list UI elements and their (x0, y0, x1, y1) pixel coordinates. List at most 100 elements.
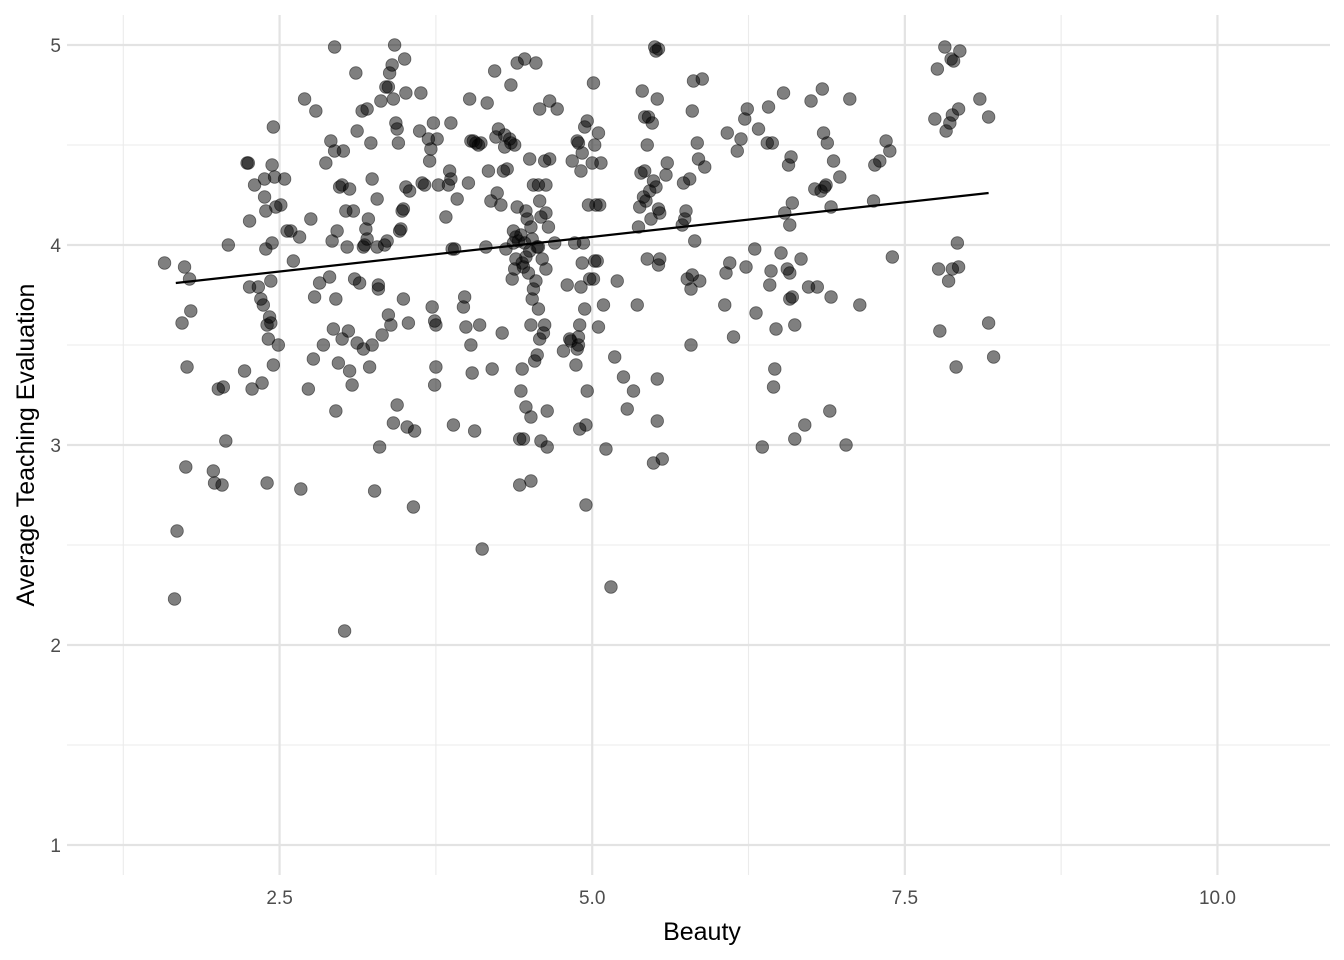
data-point (515, 362, 529, 376)
data-point (465, 366, 479, 380)
data-point (504, 78, 518, 92)
data-point (294, 482, 308, 496)
data-point (396, 202, 411, 216)
data-point (783, 218, 797, 232)
data-point (573, 318, 587, 332)
y-axis-tick-labels: 1 2 3 4 5 (50, 36, 61, 857)
x-tick-label: 10.0 (1199, 888, 1236, 909)
data-point (575, 256, 589, 270)
x-axis-title: Beauty (663, 918, 741, 946)
data-point (326, 322, 341, 336)
data-point (532, 102, 547, 116)
data-point (319, 156, 333, 170)
data-point (245, 382, 259, 396)
data-point (591, 126, 606, 140)
data-point (361, 212, 376, 226)
data-point (396, 292, 411, 306)
data-point (292, 230, 307, 244)
data-point (301, 382, 316, 396)
data-point (529, 274, 543, 288)
data-point (739, 260, 753, 274)
data-point (256, 298, 271, 312)
data-point (462, 92, 477, 106)
x-axis-tick-labels: 2.5 5.0 7.5 10.0 (266, 888, 1236, 909)
data-point (653, 206, 667, 220)
data-point (740, 102, 754, 116)
data-point (761, 100, 776, 114)
data-point (391, 136, 406, 150)
data-point (487, 64, 502, 78)
data-point (650, 92, 664, 106)
data-point (726, 330, 741, 344)
data-point (514, 384, 528, 398)
data-point (479, 240, 493, 254)
data-point (650, 414, 664, 428)
data-point (530, 348, 544, 362)
data-point (386, 92, 401, 106)
data-point (542, 152, 557, 166)
data-point (734, 132, 748, 146)
data-point (785, 196, 799, 210)
data-point (507, 138, 522, 152)
data-point (953, 44, 967, 58)
y-tick-label: 1 (50, 836, 61, 857)
data-point (839, 438, 853, 452)
data-point (539, 206, 553, 220)
data-point (439, 210, 453, 224)
data-point (556, 344, 571, 358)
data-point (390, 122, 404, 136)
data-point (941, 274, 956, 288)
data-point (266, 120, 281, 134)
data-point (184, 304, 198, 318)
data-point (626, 384, 641, 398)
data-point (426, 116, 441, 130)
data-point (257, 190, 272, 204)
data-point (406, 500, 421, 514)
data-point (640, 252, 654, 266)
data-point (764, 264, 778, 278)
data-point (688, 234, 702, 248)
data-point (690, 136, 704, 150)
data-point (766, 380, 781, 394)
data-point (331, 356, 346, 370)
data-point (429, 318, 443, 332)
major-gridlines (67, 15, 1330, 875)
data-point (653, 252, 667, 266)
data-point (362, 360, 377, 374)
data-point (823, 404, 837, 418)
data-point (265, 236, 279, 250)
data-point (261, 332, 276, 346)
data-point (981, 316, 996, 330)
data-point (360, 102, 374, 116)
data-point (327, 40, 342, 54)
data-point (810, 280, 824, 294)
data-point (529, 56, 543, 70)
data-point (659, 168, 673, 182)
data-point (337, 624, 352, 638)
data-point (485, 362, 499, 376)
data-point (342, 182, 357, 196)
data-point (457, 290, 472, 304)
data-point (569, 358, 583, 372)
data-point (360, 232, 374, 246)
data-point (364, 136, 378, 150)
data-point (815, 82, 829, 96)
data-point (586, 76, 601, 90)
y-axis-title: Average Teaching Evaluation (12, 284, 40, 607)
data-point (345, 378, 359, 392)
data-point (783, 266, 797, 280)
data-point (422, 154, 437, 168)
data-point (695, 72, 709, 86)
data-point (537, 318, 552, 332)
data-point (532, 194, 547, 208)
data-point (386, 416, 401, 430)
data-point (596, 298, 611, 312)
data-point (565, 154, 579, 168)
data-point (651, 42, 666, 56)
data-point (336, 144, 351, 158)
data-point (541, 220, 556, 234)
data-point (873, 154, 887, 168)
data-point (571, 338, 586, 352)
data-point (794, 252, 808, 266)
data-point (769, 322, 783, 336)
